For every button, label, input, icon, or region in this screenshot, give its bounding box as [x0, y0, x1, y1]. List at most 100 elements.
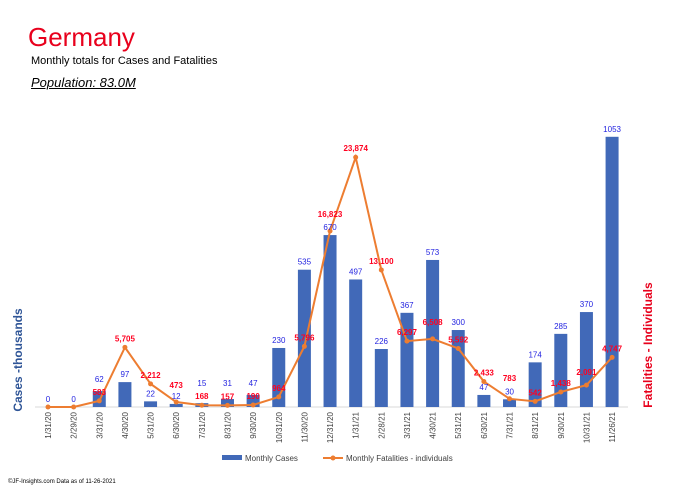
line-point-fatalities [583, 382, 589, 388]
bar-monthly-cases [169, 403, 183, 407]
bar-monthly-cases [426, 259, 440, 407]
bar-data-label: 31 [223, 379, 232, 388]
line-point-fatalities [455, 345, 461, 351]
line-data-label: 2,433 [474, 369, 495, 378]
x-tick-label: 9/30/20 [249, 411, 258, 438]
x-tick-label: 3/31/20 [95, 411, 104, 438]
legend-marker-fatalities [330, 455, 336, 461]
bar-data-label: 670 [323, 223, 337, 232]
bar-data-label: 47 [249, 379, 258, 388]
bar-monthly-cases [477, 394, 491, 407]
bar-data-label: 22 [146, 389, 155, 398]
bar-monthly-cases [297, 269, 311, 407]
line-data-label: 157 [221, 392, 235, 401]
x-tick-label: 2/28/21 [377, 411, 386, 438]
bar-data-label: 230 [272, 336, 286, 345]
bar-monthly-cases [451, 330, 465, 407]
line-point-fatalities [71, 404, 77, 410]
bar-data-label: 1053 [603, 125, 621, 134]
line-point-fatalities [45, 404, 51, 410]
bar-monthly-cases [118, 382, 132, 407]
chart-subtitle: Monthly totals for Cases and Fatalities [31, 55, 218, 67]
bar-monthly-cases [323, 235, 337, 407]
bar-data-label: 47 [479, 383, 488, 392]
line-data-label: 6,297 [397, 328, 418, 337]
bar-data-label: 367 [400, 301, 414, 310]
line-point-fatalities [558, 389, 564, 395]
line-point-fatalities [481, 379, 487, 385]
x-tick-label: 5/31/21 [454, 411, 463, 438]
line-point-fatalities [507, 396, 513, 402]
line-data-label: 168 [195, 392, 209, 401]
bar-data-label: 97 [120, 370, 129, 379]
x-tick-label: 11/30/20 [300, 411, 309, 442]
line-data-label: 473 [170, 381, 184, 390]
line-data-label: 783 [503, 374, 517, 383]
x-tick-label: 4/30/21 [429, 411, 438, 438]
x-tick-label: 1/31/20 [44, 411, 53, 438]
bar-data-label: 573 [426, 248, 440, 257]
x-tick-label: 7/31/21 [506, 411, 515, 438]
line-point-fatalities [96, 398, 102, 404]
line-data-label: 5,592 [448, 335, 469, 344]
line-point-fatalities [276, 394, 282, 400]
bar-monthly-cases [579, 312, 593, 407]
line-data-label: 190 [246, 392, 260, 401]
line-data-label: 2,091 [576, 368, 597, 377]
x-tick-label: 1/31/21 [352, 411, 361, 438]
bar-data-label: 174 [528, 350, 542, 359]
bar-data-label: 15 [197, 379, 206, 388]
line-data-label: 2,212 [141, 371, 162, 380]
x-tick-label: 10/31/20 [275, 411, 284, 443]
bar-monthly-cases [503, 399, 517, 407]
line-point-fatalities [353, 154, 359, 160]
line-point-fatalities [404, 338, 410, 344]
x-tick-label: 6/30/20 [172, 411, 181, 438]
x-tick-label: 7/31/20 [198, 411, 207, 438]
x-tick-label: 9/30/21 [557, 411, 566, 438]
population-label: Population: 83.0M [31, 75, 136, 90]
x-tick-label: 2/29/20 [70, 411, 79, 438]
bar-data-label: 0 [46, 395, 51, 404]
x-tick-label: 11/26/21 [608, 411, 617, 442]
line-point-fatalities [430, 336, 436, 342]
x-tick-label: 8/31/21 [531, 411, 540, 438]
bar-monthly-cases [400, 312, 414, 407]
bar-data-label: 497 [349, 267, 363, 276]
x-tick-label: 6/30/21 [480, 411, 489, 438]
line-point-fatalities [173, 399, 179, 405]
bar-monthly-cases [554, 333, 568, 407]
line-point-fatalities [224, 402, 230, 408]
line-point-fatalities [301, 343, 307, 349]
line-point-fatalities [378, 267, 384, 273]
line-data-label: 583 [93, 388, 107, 397]
x-tick-label: 8/31/20 [223, 411, 232, 438]
bar-data-label: 0 [71, 395, 76, 404]
x-tick-label: 12/31/20 [326, 411, 335, 443]
chart-title: Germany [28, 22, 135, 52]
line-data-label: 5,705 [115, 334, 136, 343]
x-tick-label: 10/31/21 [582, 411, 591, 443]
bar-data-label: 370 [580, 300, 594, 309]
bar-data-label: 30 [505, 387, 514, 396]
bar-monthly-cases [374, 349, 388, 407]
line-point-fatalities [532, 398, 538, 404]
legend-label-fatalities: Monthly Fatalities - individuals [346, 454, 453, 463]
line-data-label: 964 [272, 384, 286, 393]
x-tick-label: 4/30/20 [121, 411, 130, 438]
line-data-label: 13,100 [369, 257, 394, 266]
legend-label-cases: Monthly Cases [245, 454, 298, 463]
bar-data-label: 12 [172, 392, 181, 401]
line-point-fatalities [327, 228, 333, 234]
bar-monthly-cases [528, 362, 542, 407]
bar-data-label: 300 [452, 318, 466, 327]
legend-swatch-cases [222, 455, 242, 460]
y2-axis-label: Fatalities - Individuals [641, 282, 655, 408]
bar-data-label: 62 [95, 375, 104, 384]
x-tick-label: 5/31/20 [147, 411, 156, 438]
bar-data-label: 285 [554, 322, 568, 331]
line-point-fatalities [609, 354, 615, 360]
line-data-label: 1,438 [551, 379, 572, 388]
line-data-label: 5,796 [294, 333, 315, 342]
